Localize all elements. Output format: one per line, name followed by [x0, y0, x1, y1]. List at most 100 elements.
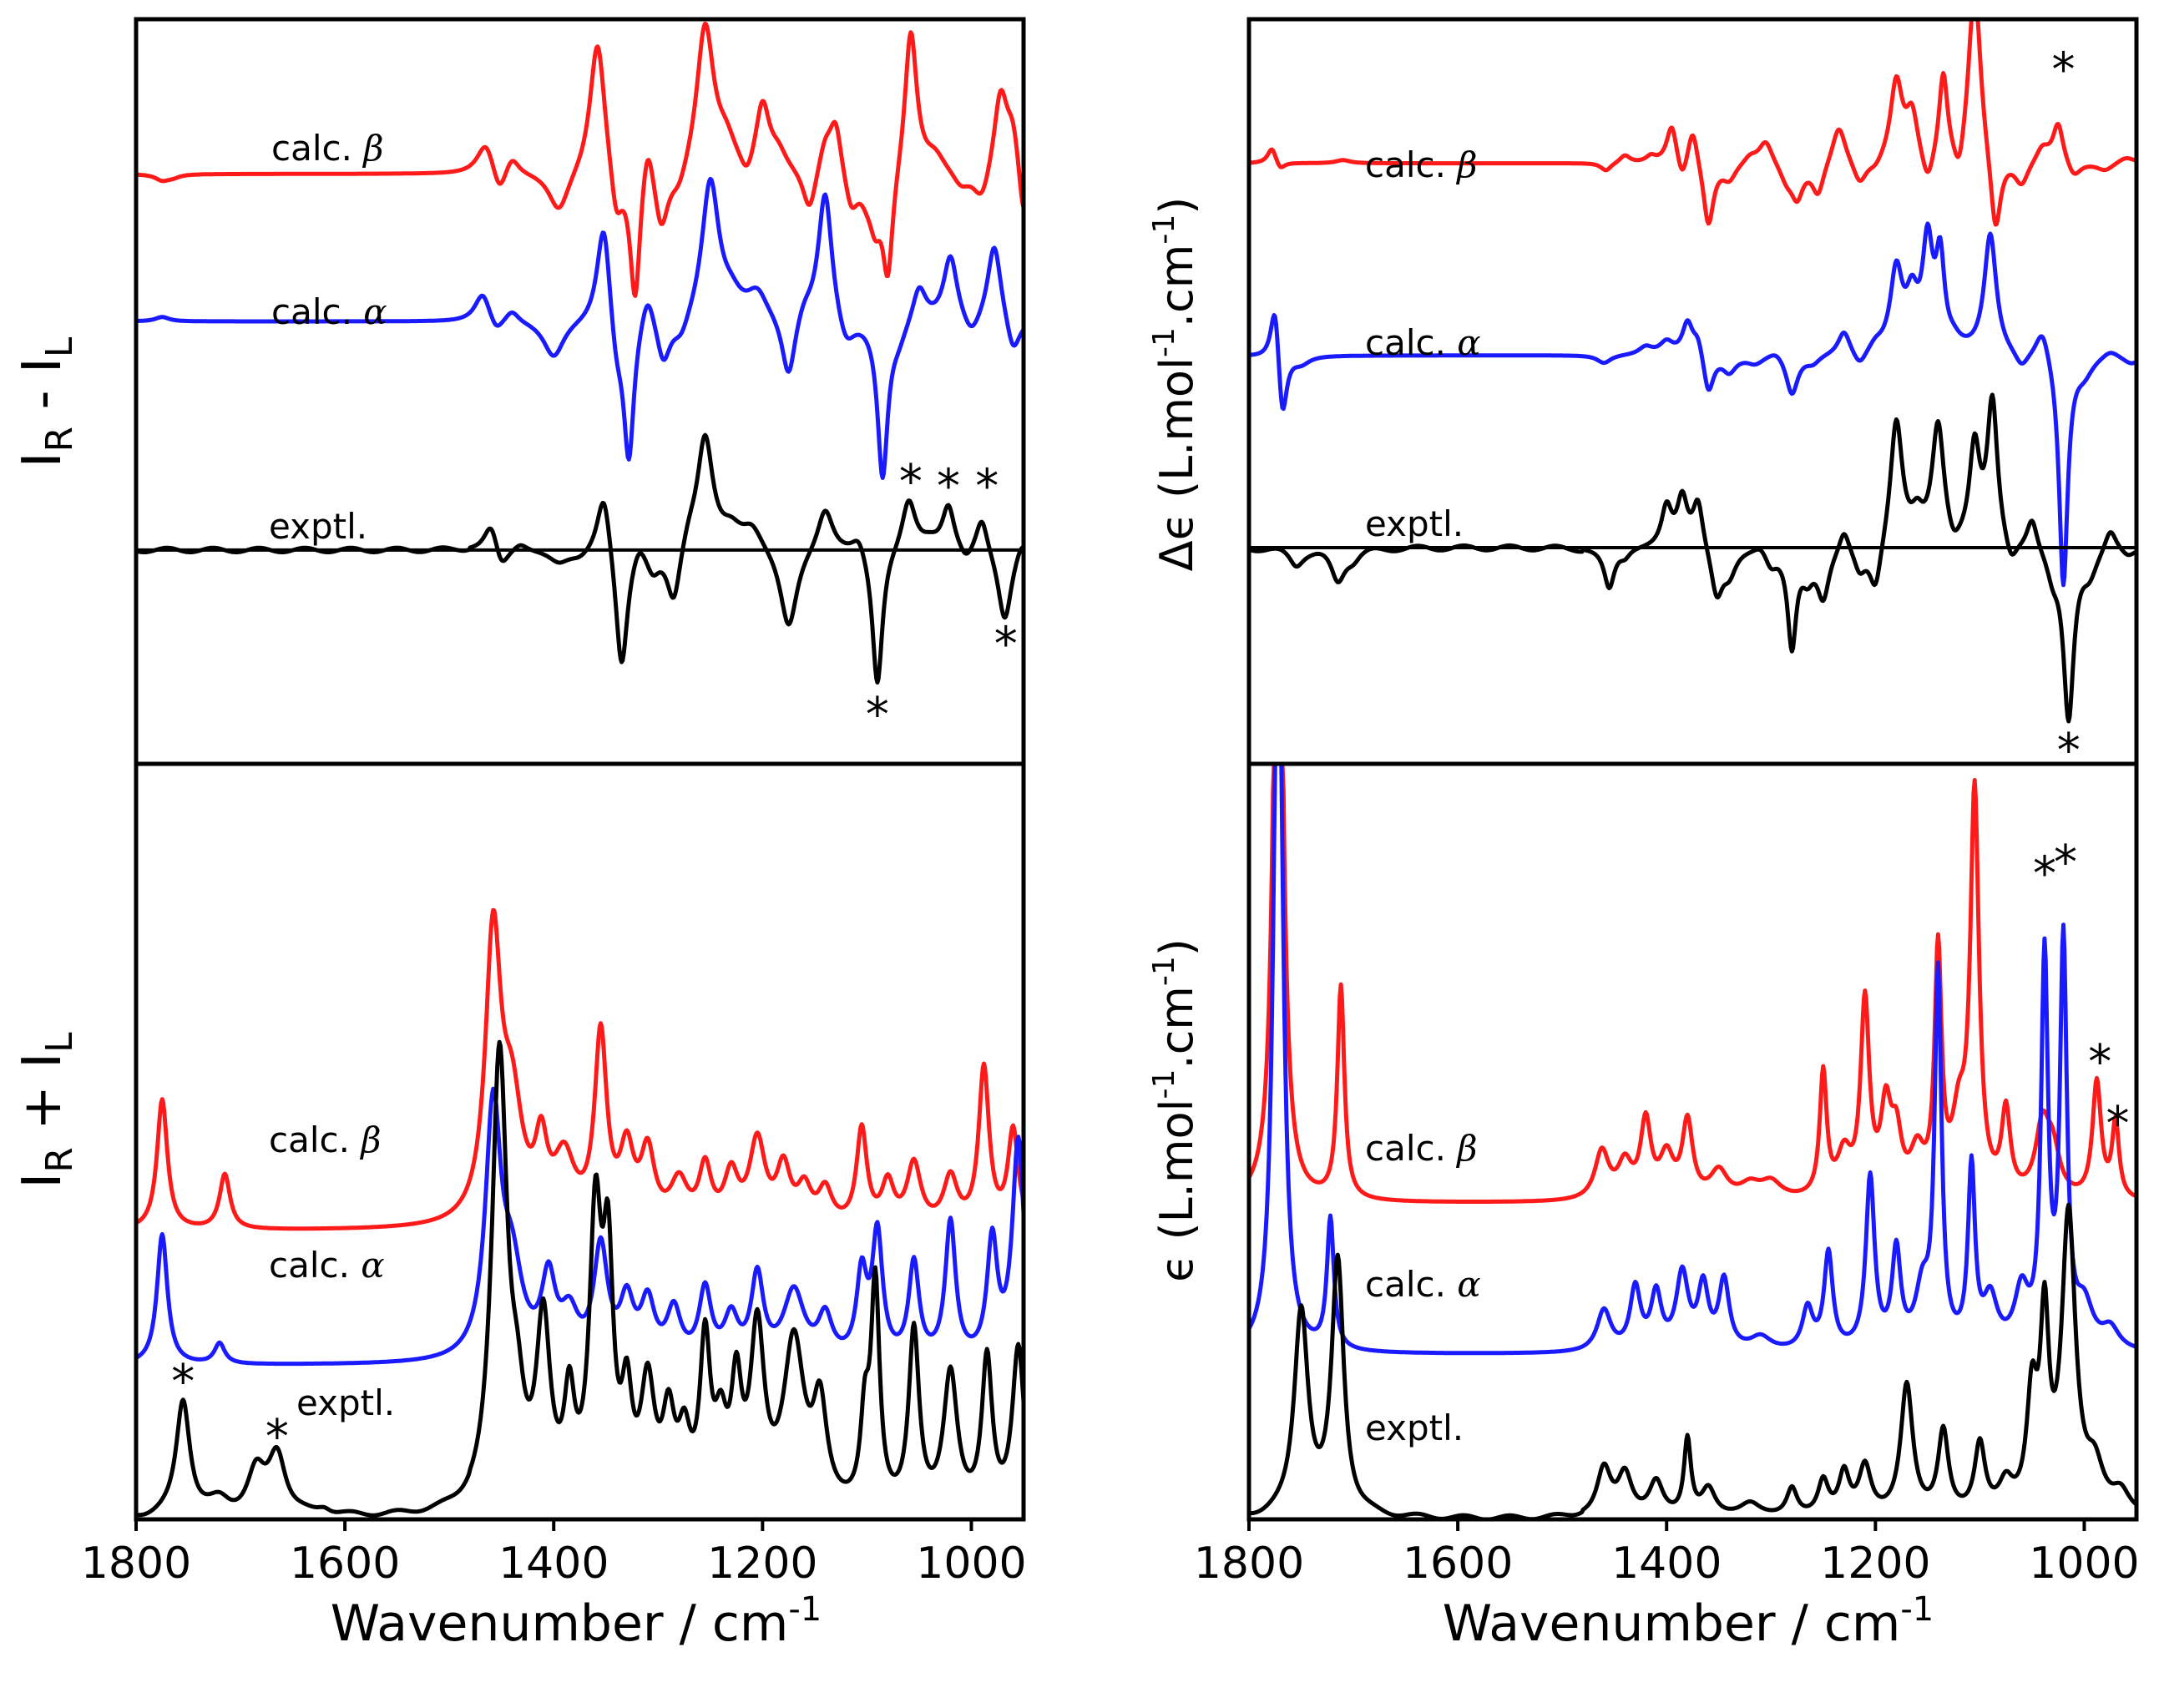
ir-x-tick-label-1200: 1200	[1820, 1539, 1930, 1589]
roa-label-calc-alpha-text: calc.	[271, 291, 363, 332]
roa-asterisk-1: *	[899, 455, 923, 509]
raman-x-tick-label-1800: 1800	[81, 1539, 191, 1589]
vcd-label-exptl: exptl.	[1365, 503, 1464, 544]
left-x-ticks: 1800 1600 1400 1200 1000	[81, 1519, 1027, 1589]
ir-y-sup1: -1	[1147, 1069, 1181, 1099]
roa-label-calc-alpha-greek: α	[363, 291, 387, 332]
raman-y-axis-label: IR + IL	[12, 1032, 81, 1189]
roa-series-exptl	[134, 432, 1026, 685]
raman-series-calc-alpha	[134, 1086, 1026, 1367]
right-plot-frame	[1246, 17, 2139, 1522]
raman-y-sub2: L	[38, 1032, 81, 1053]
ir-label-calc-alpha-text: calc.	[1365, 1264, 1457, 1305]
ir-panel-annotations: ****	[2033, 836, 2130, 1151]
roa-label-calc-beta-text: calc.	[271, 128, 363, 169]
raman-asterisk-1: *	[265, 1410, 289, 1464]
vcd-panel-annotations: **	[2051, 43, 2080, 778]
roa-series-calc-alpha	[134, 176, 1026, 480]
left-x-sup: -1	[788, 1590, 822, 1629]
left-plot-frame	[134, 17, 1026, 1522]
raman-asterisk-0: *	[171, 1355, 195, 1409]
raman-x-tick-label-1400: 1400	[498, 1539, 609, 1589]
raman-x-tick-label-1000: 1000	[916, 1539, 1026, 1589]
ir-series-calc-beta	[1246, 761, 2139, 1204]
left-x-main: Wavenumber / cm	[331, 1594, 789, 1653]
raman-label-calc-alpha-text: calc.	[269, 1245, 361, 1286]
vcd-y-end: )	[1150, 197, 1203, 215]
ir-y-sup2: -1	[1147, 956, 1181, 986]
vcd-series-calc-alpha	[1246, 221, 2139, 588]
ir-y-end: )	[1150, 938, 1203, 956]
raman-y-sub1: R	[38, 1147, 81, 1173]
raman-label-exptl: exptl.	[296, 1382, 395, 1423]
ir-asterisk-0: *	[2033, 846, 2056, 901]
roa-series-calc-beta	[134, 21, 1026, 298]
left-x-axis-label: Wavenumber / cm-1	[331, 1590, 822, 1653]
ir-x-tick-label-1800: 1800	[1194, 1539, 1304, 1589]
vcd-label-calc-beta-text: calc.	[1365, 144, 1457, 185]
right-x-sup: -1	[1900, 1590, 1934, 1629]
raman-label-calc-alpha-greek: α	[361, 1245, 384, 1286]
roa-asterisk-2: *	[937, 459, 960, 513]
ir-x-tick-label-1400: 1400	[1611, 1539, 1722, 1589]
right-column: ** **** calc. β calc. α exptl. calc. β c…	[1147, 17, 2140, 1653]
vcd-series-calc-beta	[1246, 17, 2139, 227]
roa-panel-annotations: * * * * *	[866, 455, 1018, 742]
vcd-asterisk-1: *	[2057, 724, 2081, 778]
raman-label-calc-beta: calc. β	[269, 1119, 382, 1160]
ir-y-mid: .cm	[1150, 986, 1203, 1069]
roa-y-mid: - I	[12, 357, 73, 427]
vcd-series-exptl	[1246, 392, 2139, 724]
ir-series-calc-alpha	[1246, 761, 2139, 1356]
raman-label-calc-alpha: calc. α	[269, 1245, 385, 1286]
roa-label-calc-alpha: calc. α	[271, 291, 387, 332]
raman-y-main: I	[12, 1173, 73, 1189]
vcd-label-calc-alpha-text: calc.	[1365, 322, 1457, 363]
roa-y-main: I	[12, 452, 73, 467]
right-x-ticks: 1800 1600 1400 1200 1000	[1194, 1519, 2140, 1589]
ir-label-exptl: exptl.	[1365, 1407, 1464, 1448]
vcd-label-calc-alpha-greek: α	[1457, 322, 1480, 363]
raman-x-tick-label-1200: 1200	[707, 1539, 817, 1589]
raman-series-calc-beta	[134, 907, 1026, 1231]
raman-y-mid: + I	[12, 1053, 73, 1147]
raman-x-tick-label-1600: 1600	[290, 1539, 400, 1589]
vcd-y-sup1: -1	[1147, 327, 1181, 357]
ir-asterisk-1: *	[2054, 836, 2077, 890]
roa-label-exptl: exptl.	[269, 506, 367, 547]
roa-y-axis-label: IR - IL	[12, 336, 81, 467]
vcd-y-mid: .cm	[1150, 245, 1203, 327]
ir-label-calc-alpha-greek: α	[1457, 1264, 1480, 1305]
raman-label-calc-beta-text: calc.	[269, 1119, 361, 1160]
ir-label-calc-alpha: calc. α	[1365, 1264, 1481, 1305]
vcd-y-sup2: -1	[1147, 215, 1181, 245]
right-x-main: Wavenumber / cm	[1443, 1594, 1901, 1653]
roa-asterisk-0: *	[866, 688, 889, 742]
ir-y-axis-label: ϵ (L.mol-1.cm-1)	[1147, 938, 1203, 1282]
ir-asterisk-3: *	[2106, 1097, 2129, 1151]
roa-asterisk-4: *	[994, 617, 1018, 671]
raman-panel-lines	[134, 907, 1026, 1518]
ir-label-calc-beta-greek: β	[1455, 1128, 1477, 1169]
ir-x-tick-label-1000: 1000	[2029, 1539, 2139, 1589]
raman-label-calc-beta-greek: β	[359, 1119, 381, 1160]
ir-label-calc-beta-text: calc.	[1365, 1128, 1457, 1169]
vcd-asterisk-0: *	[2051, 43, 2075, 98]
ir-panel-lines	[1246, 761, 2139, 1522]
vcd-label-calc-beta-greek: β	[1455, 144, 1477, 185]
raman-panel-annotations: **	[171, 1355, 289, 1464]
vcd-label-calc-beta: calc. β	[1365, 144, 1478, 185]
left-column: ** * ** ** calc. β calc. α exptl. calc. β …	[12, 17, 1027, 1653]
ir-series-exptl	[1246, 1202, 2139, 1522]
ir-asterisk-2: *	[2088, 1035, 2111, 1089]
roa-y-sub1: R	[38, 427, 81, 452]
vcd-panel-lines	[1246, 17, 2139, 724]
vcd-y-main: Δϵ (L.mol	[1150, 357, 1203, 571]
roa-label-calc-beta-greek: β	[362, 128, 383, 169]
roa-asterisk-3: *	[975, 459, 999, 513]
roa-y-sub2: L	[38, 336, 81, 357]
raman-series-exptl	[134, 1039, 1026, 1518]
ir-x-tick-label-1600: 1600	[1403, 1539, 1513, 1589]
roa-panel-lines	[134, 21, 1026, 685]
